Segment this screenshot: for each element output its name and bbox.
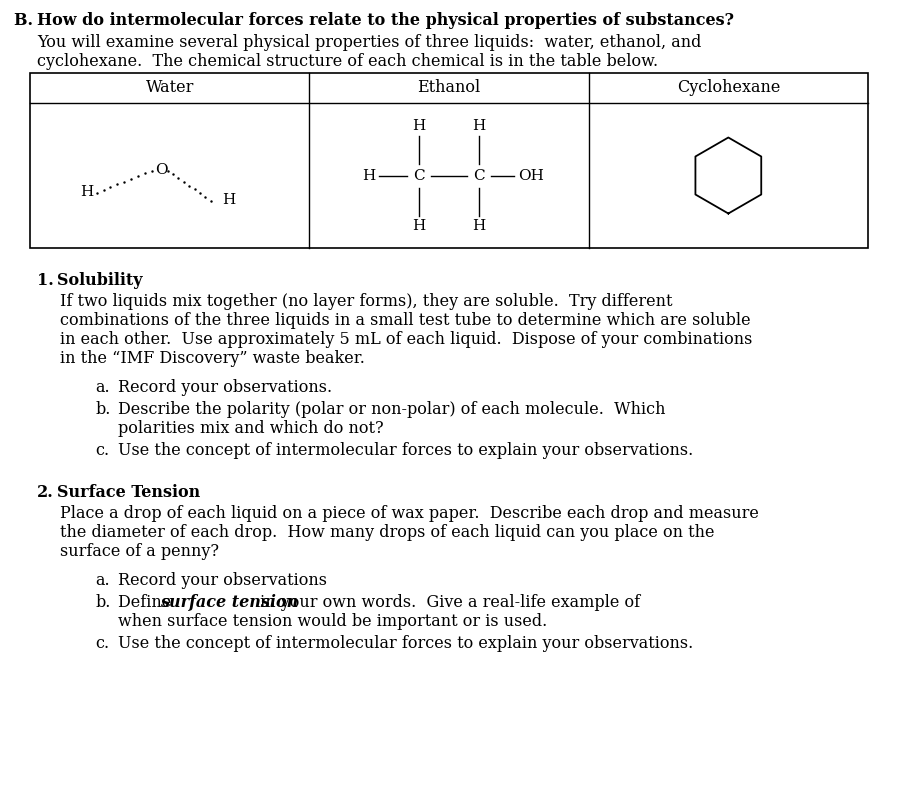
Text: in the “IMF Discovery” waste beaker.: in the “IMF Discovery” waste beaker. [60,350,365,367]
Text: in each other.  Use approximately 5 mL of each liquid.  Dispose of your combinat: in each other. Use approximately 5 mL of… [60,331,753,348]
Text: a.: a. [95,572,110,589]
Text: H: H [472,119,486,133]
Text: surface tension: surface tension [160,594,298,611]
Text: H: H [363,168,375,182]
Text: surface of a penny?: surface of a penny? [60,543,219,560]
Text: How do intermolecular forces relate to the physical properties of substances?: How do intermolecular forces relate to t… [37,12,734,29]
Text: c.: c. [95,442,110,459]
Text: Use the concept of intermolecular forces to explain your observations.: Use the concept of intermolecular forces… [118,635,693,652]
Text: polarities mix and which do not?: polarities mix and which do not? [118,420,383,437]
Text: H: H [412,119,426,133]
Text: C: C [413,168,425,182]
Text: H: H [80,185,93,200]
Text: in your own words.  Give a real-life example of: in your own words. Give a real-life exam… [255,594,640,611]
Text: Cyclohexane: Cyclohexane [677,79,780,97]
Text: when surface tension would be important or is used.: when surface tension would be important … [118,613,547,630]
Text: the diameter of each drop.  How many drops of each liquid can you place on the: the diameter of each drop. How many drop… [60,524,715,541]
Text: Record your observations: Record your observations [118,572,327,589]
Text: Water: Water [145,79,194,97]
Text: Ethanol: Ethanol [418,79,480,97]
Text: b.: b. [95,594,110,611]
Text: Describe the polarity (polar or non-polar) of each molecule.  Which: Describe the polarity (polar or non-pola… [118,401,665,418]
Text: H: H [222,193,235,208]
Text: OH: OH [518,168,544,182]
Text: B.: B. [14,12,44,29]
Text: Solubility: Solubility [57,272,143,289]
Text: H: H [412,219,426,233]
Bar [30,73,868,248]
Text: 2.: 2. [37,484,54,501]
Text: You will examine several physical properties of three liquids:  water, ethanol, : You will examine several physical proper… [37,34,701,51]
Text: cyclohexane.  The chemical structure of each chemical is in the table below.: cyclohexane. The chemical structure of e… [37,53,658,70]
Text: Place a drop of each liquid on a piece of wax paper.  Describe each drop and mea: Place a drop of each liquid on a piece o… [60,505,759,522]
Text: Define: Define [118,594,176,611]
Text: Surface Tension: Surface Tension [57,484,200,501]
Text: H: H [472,219,486,233]
Text: a.: a. [95,379,110,396]
Text: c.: c. [95,635,110,652]
Text: 1.: 1. [37,272,54,289]
Text: If two liquids mix together (no layer forms), they are soluble.  Try different: If two liquids mix together (no layer fo… [60,293,673,310]
Text: O: O [155,163,168,178]
Text: b.: b. [95,401,110,418]
Text: Record your observations.: Record your observations. [118,379,332,396]
Text: C: C [473,168,485,182]
Text: combinations of the three liquids in a small test tube to determine which are so: combinations of the three liquids in a s… [60,312,751,329]
Text: Use the concept of intermolecular forces to explain your observations.: Use the concept of intermolecular forces… [118,442,693,459]
